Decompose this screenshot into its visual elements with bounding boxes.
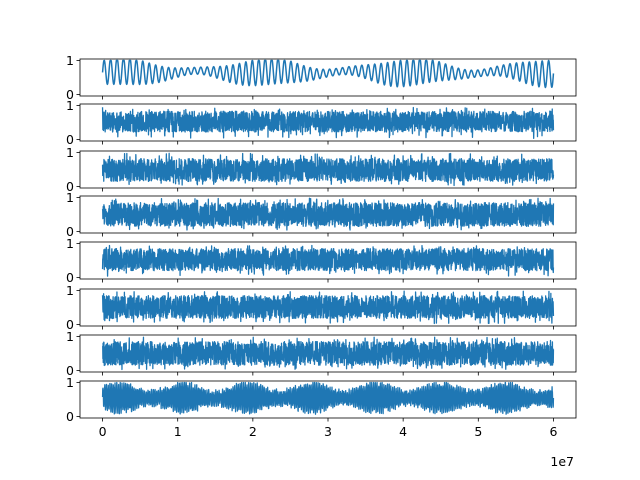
y-tick-label-2-0: 0 xyxy=(66,132,74,147)
y-tick-label-7-1: 1 xyxy=(66,329,74,344)
y-tick-label-2-1: 1 xyxy=(66,98,74,113)
x-tick-label: 4 xyxy=(399,424,407,439)
y-tick-label-6-0: 0 xyxy=(66,317,74,332)
y-tick-label-4-1: 1 xyxy=(66,190,74,205)
shared-x-axis: 0 1 2 3 4 5 6 xyxy=(99,424,558,439)
subplot-1: 01 xyxy=(66,53,577,102)
subplot-7: 01 xyxy=(66,329,577,378)
series-line-8 xyxy=(101,381,555,415)
x-tick-label: 5 xyxy=(474,424,482,439)
x-tick-label: 6 xyxy=(549,424,557,439)
y-tick-label-5-1: 1 xyxy=(66,236,74,251)
subplot-6: 01 xyxy=(66,283,577,332)
y-tick-label-1-0: 0 xyxy=(66,87,74,102)
y-tick-label-5-0: 0 xyxy=(66,270,74,285)
y-tick-label-7-0: 0 xyxy=(66,363,74,378)
x-tick-label: 1 xyxy=(174,424,182,439)
x-tick-label: 2 xyxy=(249,424,257,439)
series-line-3 xyxy=(101,152,555,187)
x-tick-label: 3 xyxy=(324,424,332,439)
y-tick-label-3-0: 0 xyxy=(66,179,74,194)
series-line-2 xyxy=(101,106,555,140)
subplot-4: 01 xyxy=(66,190,577,239)
y-tick-label-3-1: 1 xyxy=(66,145,74,160)
subplot-8: 01 xyxy=(66,375,577,424)
subplot-2: 01 xyxy=(66,98,577,147)
y-tick-label-4-0: 0 xyxy=(66,224,74,239)
series-line-1 xyxy=(101,59,555,89)
y-tick-label-8-1: 1 xyxy=(66,375,74,390)
series-line-5 xyxy=(101,244,555,277)
series-line-7 xyxy=(101,336,555,371)
y-tick-label-1-1: 1 xyxy=(66,53,74,68)
x-offset-label: 1e7 xyxy=(550,454,574,469)
series-line-6 xyxy=(101,290,555,325)
y-tick-label-6-1: 1 xyxy=(66,283,74,298)
subplot-5: 01 xyxy=(66,236,577,285)
x-tick-label: 0 xyxy=(99,424,107,439)
series-line-4 xyxy=(101,197,555,231)
y-tick-label-8-0: 0 xyxy=(66,409,74,424)
subplot-3: 01 xyxy=(66,145,577,194)
